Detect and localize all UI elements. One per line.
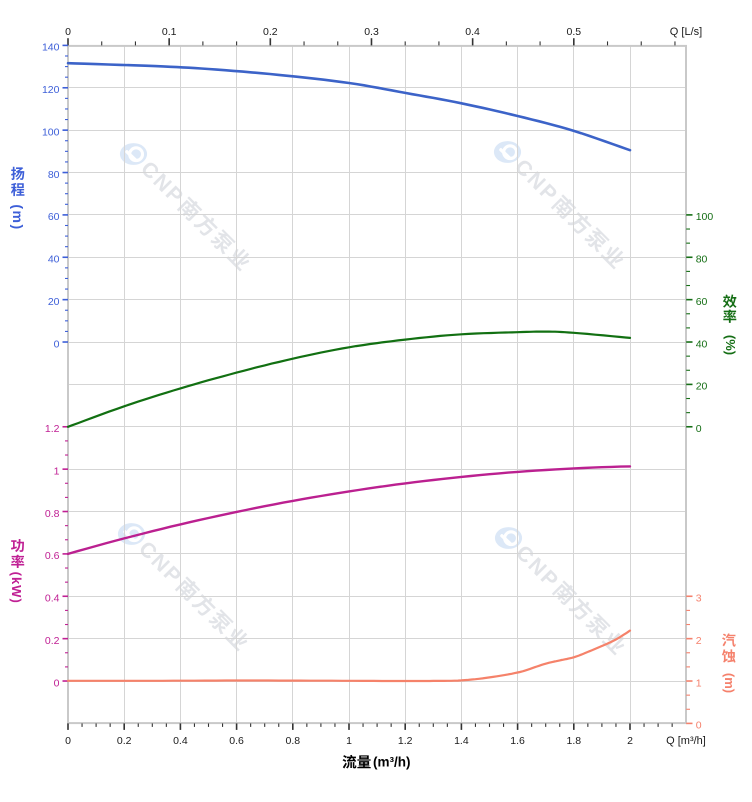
svg-text:(m): (m) xyxy=(722,673,737,693)
svg-text:0: 0 xyxy=(65,26,71,38)
svg-text:0.8: 0.8 xyxy=(285,735,300,747)
svg-text:80: 80 xyxy=(696,254,708,266)
svg-text:1.6: 1.6 xyxy=(510,735,525,747)
svg-text:0: 0 xyxy=(54,677,60,689)
svg-text:60: 60 xyxy=(696,296,708,308)
svg-text:2: 2 xyxy=(627,735,633,747)
svg-text:0.8: 0.8 xyxy=(45,508,60,520)
svg-text:60: 60 xyxy=(48,211,60,223)
svg-text:0.2: 0.2 xyxy=(263,26,278,38)
svg-text:0.4: 0.4 xyxy=(45,593,60,605)
svg-text:100: 100 xyxy=(696,211,714,223)
svg-text:1.2: 1.2 xyxy=(45,423,60,435)
svg-text:0.5: 0.5 xyxy=(566,26,581,38)
svg-text:1.2: 1.2 xyxy=(398,735,413,747)
svg-text:0.6: 0.6 xyxy=(229,735,244,747)
svg-text:40: 40 xyxy=(48,254,60,266)
svg-text:80: 80 xyxy=(48,169,60,181)
svg-text:0.2: 0.2 xyxy=(45,635,60,647)
svg-text:120: 120 xyxy=(42,84,60,96)
svg-text:(m³/h): (m³/h) xyxy=(373,755,411,770)
svg-text:(m): (m) xyxy=(10,204,26,230)
svg-text:0: 0 xyxy=(696,423,702,435)
svg-text:0: 0 xyxy=(696,720,702,732)
svg-text:100: 100 xyxy=(42,127,60,139)
svg-text:0.2: 0.2 xyxy=(117,735,132,747)
svg-text:1.4: 1.4 xyxy=(454,735,469,747)
svg-text:20: 20 xyxy=(48,296,60,308)
svg-text:3: 3 xyxy=(696,593,702,605)
svg-text:0.1: 0.1 xyxy=(162,26,177,38)
svg-text:0: 0 xyxy=(65,735,71,747)
svg-text:40: 40 xyxy=(696,338,708,350)
svg-text:(%): (%) xyxy=(723,335,738,355)
svg-text:1: 1 xyxy=(54,465,60,477)
svg-text:0: 0 xyxy=(54,338,60,350)
svg-text:140: 140 xyxy=(42,42,60,54)
svg-text:(kW): (kW) xyxy=(9,572,24,604)
svg-text:0.6: 0.6 xyxy=(45,550,60,562)
svg-text:Q [m³/h]: Q [m³/h] xyxy=(666,735,706,747)
svg-text:Q [L/s]: Q [L/s] xyxy=(670,26,702,38)
svg-text:1: 1 xyxy=(346,735,352,747)
svg-text:2: 2 xyxy=(696,635,702,647)
svg-text:0.4: 0.4 xyxy=(173,735,188,747)
svg-text:1.8: 1.8 xyxy=(566,735,581,747)
svg-text:20: 20 xyxy=(696,381,708,393)
svg-text:0.3: 0.3 xyxy=(364,26,379,38)
svg-text:1: 1 xyxy=(696,677,702,689)
svg-text:0.4: 0.4 xyxy=(465,26,480,38)
